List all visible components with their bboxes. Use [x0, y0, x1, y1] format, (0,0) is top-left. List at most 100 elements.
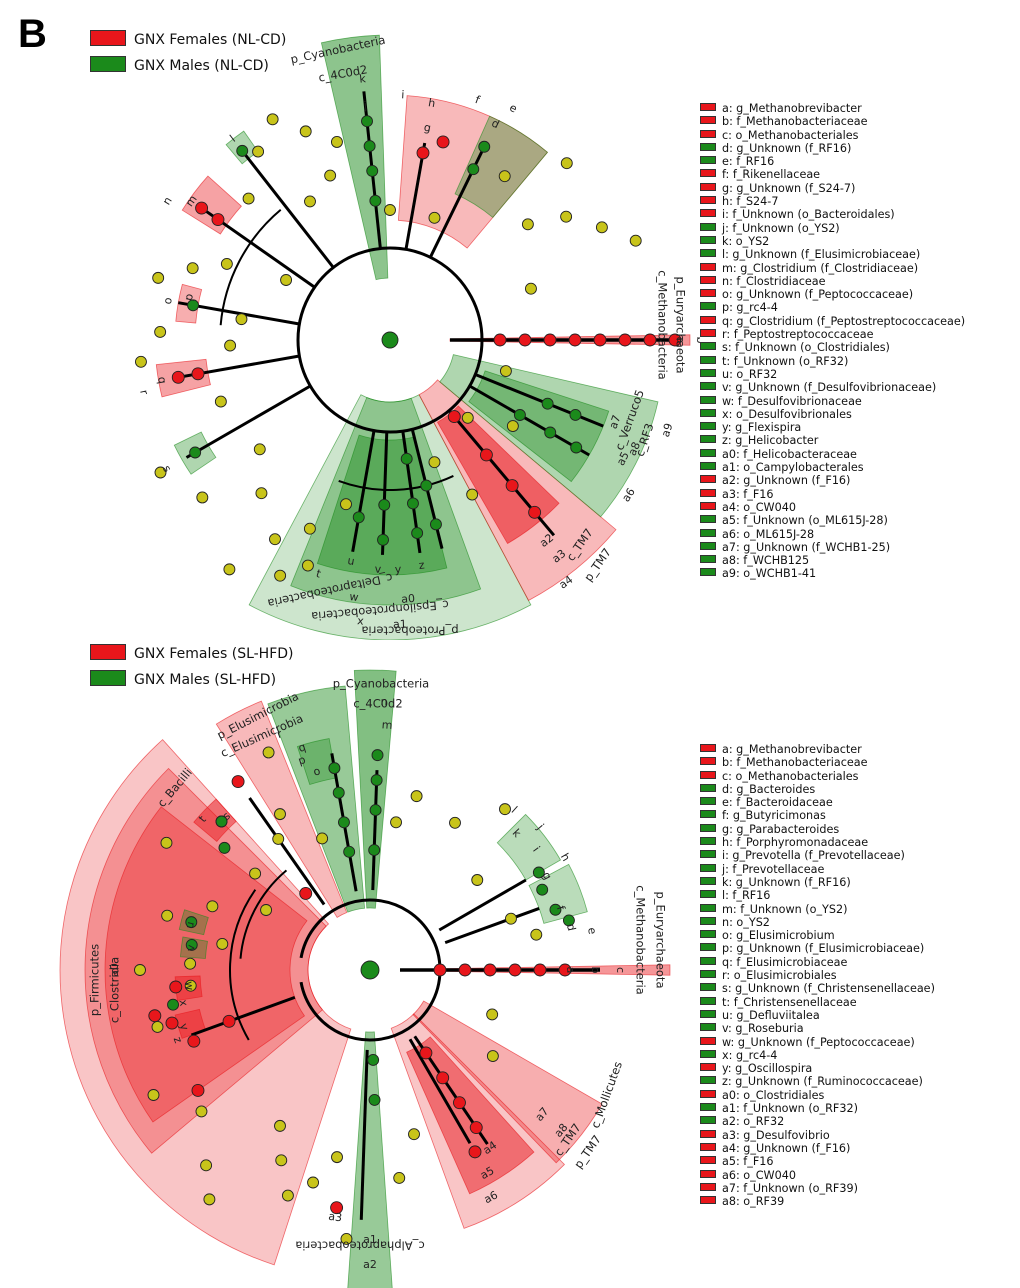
key-swatch: [700, 916, 716, 925]
node-male-4: [368, 844, 381, 857]
key-text: a7: g_Unknown (f_WCHB1-25): [722, 540, 891, 554]
key-item: a2: o_RF32: [700, 1115, 1010, 1128]
legend-label: GNX Males (SL-HFD): [134, 672, 277, 688]
key-item: v: g_Unknown (f_Desulfovibrionaceae): [700, 381, 1010, 394]
key-text: f: g_Butyricimonas: [722, 809, 826, 823]
key-swatch: [700, 1036, 716, 1045]
marker-k: k: [359, 72, 367, 86]
key-swatch: [700, 1182, 716, 1191]
key-swatch: [700, 209, 716, 218]
key-text: d: g_Unknown (f_RF16): [722, 141, 852, 155]
key-swatch: [700, 142, 716, 151]
panel-label: B: [18, 12, 47, 56]
key-swatch: [700, 488, 716, 497]
node-neutral-12: [253, 443, 266, 456]
key-swatch: [700, 1089, 716, 1098]
node-female-0: [433, 963, 447, 977]
node-male-11: [536, 883, 549, 896]
key-text: d: g_Bacteroides: [722, 782, 816, 796]
marker-e: e: [507, 101, 519, 116]
node-neutral-3: [161, 909, 174, 922]
label-c-metha: c_Methanobacteria: [656, 270, 670, 379]
node-male-11: [400, 452, 413, 465]
node-neutral-35: [216, 938, 229, 950]
node-female-0: [493, 333, 507, 347]
root-circle: [296, 246, 484, 434]
key-item: y: g_Flexispira: [700, 421, 1010, 434]
key-text: s: g_Unknown (f_Christensenellaceae): [722, 982, 935, 996]
node-female-15: [211, 213, 225, 226]
marker-y: y: [177, 1022, 191, 1032]
node-neutral-4: [266, 113, 279, 126]
marker-a5: a5: [478, 1164, 496, 1182]
key-text: a2: g_Unknown (f_F16): [722, 474, 851, 488]
key-swatch: [700, 1103, 716, 1112]
key-item: c: o_Methanobacteriales: [700, 770, 1010, 783]
label-p-firmi: p_Firmicutes: [88, 944, 102, 1016]
legend-label: GNX Males (NL-CD): [134, 58, 269, 74]
node-male-9: [368, 1093, 381, 1106]
wedge-mollicutes: [412, 1000, 603, 1164]
node-neutral-22: [498, 170, 511, 183]
marker-a: a: [564, 967, 577, 974]
key-swatch: [700, 103, 716, 111]
key-item: u: g_Defluviitalea: [700, 1009, 1010, 1022]
node-neutral-32: [384, 204, 396, 216]
branch-delta3: [351, 430, 376, 552]
node-neutral-26: [147, 1089, 160, 1101]
key-item: b: f_Methanobacteriaceae: [700, 115, 1010, 128]
legend-label: GNX Females (SL-HFD): [134, 646, 294, 662]
key-swatch: [700, 876, 716, 885]
key-swatch: [700, 1116, 716, 1125]
label-c-mollicutes: c_Mollicutes: [588, 1060, 625, 1130]
key-text: s: f_Unknown (o_Clostridiales): [722, 341, 890, 355]
marker-y: y: [395, 563, 402, 576]
marker-v: v: [184, 943, 198, 952]
key-text: h: f_S24-7: [722, 195, 779, 209]
key-swatch: [700, 1076, 716, 1085]
node-female-19: [330, 1201, 344, 1215]
branch-elusi: [241, 149, 335, 269]
key-item: s: f_Unknown (o_Clostridiales): [700, 341, 1010, 354]
marker-e: e: [585, 926, 599, 935]
key-swatch: [700, 156, 716, 165]
node-female-6: [643, 333, 657, 347]
key-swatch: [700, 235, 716, 244]
key-text: a9: o_WCHB1-41: [722, 567, 817, 581]
marker-x: x: [357, 614, 365, 628]
node-male-7: [371, 749, 384, 762]
node-male-13: [562, 914, 575, 927]
branch-ml615: [474, 373, 604, 428]
marker-u: u: [183, 920, 197, 930]
key-swatch: [700, 1169, 716, 1178]
key-text: a3: g_Desulfovibrio: [722, 1128, 830, 1142]
key-text: u: g_Defluviitalea: [722, 1008, 820, 1022]
legend-top-male: GNX Males (NL-CD): [90, 56, 269, 74]
node-neutral-38: [196, 491, 209, 504]
key-text: x: o_Desulfovibrionales: [722, 407, 852, 421]
node-female-7: [222, 1014, 236, 1028]
key-swatch: [700, 368, 716, 377]
node-neutral-36: [154, 326, 167, 338]
key-item: g: g_Unknown (f_S24-7): [700, 182, 1010, 195]
key-text: t: f_Unknown (o_RF32): [722, 354, 849, 368]
node-male-15: [377, 533, 389, 546]
node-male-6: [513, 409, 526, 421]
key-text: g: g_Parabacteroides: [722, 822, 840, 836]
key-item: z: g_Helicobacter: [700, 434, 1010, 447]
branch-chris: [248, 797, 326, 906]
marker-a1: a1: [393, 618, 407, 631]
node-neutral-29: [184, 957, 197, 970]
marker-r: r: [137, 389, 151, 397]
key-item: a7: f_Unknown (o_RF39): [700, 1182, 1010, 1195]
node-neutral-24: [499, 365, 512, 378]
key-text: v: g_Unknown (f_Desulfovibrionaceae): [722, 381, 937, 395]
key-text: a5: f_F16: [722, 1155, 774, 1169]
marker-x: x: [176, 999, 190, 1008]
node-neutral-8: [316, 832, 329, 845]
key-text: a2: o_RF32: [722, 1115, 785, 1129]
node-male-14: [378, 498, 391, 511]
key-item: t: f_Unknown (o_RF32): [700, 355, 1010, 368]
key-item: r: f_Peptostreptococcaceae: [700, 328, 1010, 341]
node-male-14: [185, 916, 198, 929]
